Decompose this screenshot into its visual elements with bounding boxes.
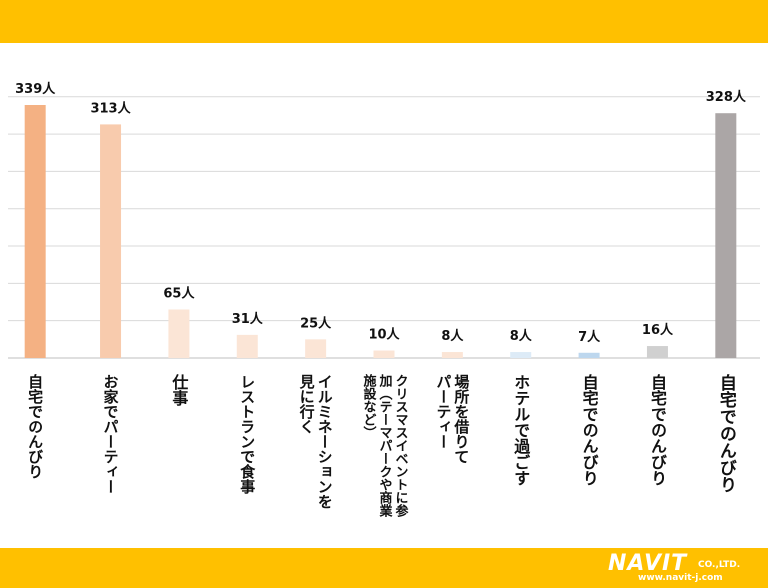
- category-label: 自宅でのんびり: [716, 373, 737, 493]
- value-label: 328人: [706, 89, 747, 105]
- value-label: 31人: [232, 311, 264, 327]
- bar: [168, 309, 190, 358]
- bar: [236, 334, 258, 358]
- bar: [715, 113, 737, 358]
- category-label: レストランで食事: [238, 374, 256, 495]
- logo-url-text: www.navit-j.com: [638, 573, 723, 583]
- category-label: パーティー: [434, 374, 452, 449]
- value-label: 339人: [15, 81, 56, 97]
- value-label: 10人: [368, 327, 400, 343]
- category-label: 自宅でのんびり: [26, 373, 44, 479]
- category-label: 見に行く: [298, 374, 316, 434]
- navit-logo: NAVIT CO.,LTD. www.navit-j.com: [608, 551, 758, 585]
- logo-main-text: NAVIT: [608, 551, 688, 576]
- category-label: 自宅でのんびり: [648, 373, 667, 486]
- category-label: お家でパーティー: [102, 374, 120, 494]
- top-banner: [0, 0, 768, 43]
- category-label: 施設など）: [361, 373, 378, 439]
- bar: [578, 352, 600, 358]
- logo-suffix-text: CO.,LTD.: [698, 560, 741, 570]
- bar: [305, 339, 327, 358]
- category-label: 自宅でのんびり: [580, 373, 599, 486]
- value-label: 8人: [510, 328, 533, 344]
- value-label: 65人: [163, 285, 195, 301]
- bar: [510, 352, 532, 358]
- category-label: 加（テーマパークや商業: [377, 374, 394, 518]
- category-label: ホテルで過ごす: [511, 374, 531, 486]
- bottom-banner: [0, 548, 768, 588]
- category-label: 仕事: [169, 373, 189, 407]
- value-label: 25人: [300, 315, 332, 331]
- bar: [24, 105, 46, 358]
- category-label: イルミネーションを: [316, 374, 334, 509]
- value-label: 16人: [642, 322, 674, 338]
- bar: [373, 350, 395, 358]
- value-label: 313人: [90, 100, 131, 116]
- value-label: 8人: [441, 328, 464, 344]
- category-label: クリスマスイベントに参: [393, 374, 409, 518]
- bar: [100, 124, 122, 358]
- value-label: 7人: [578, 329, 601, 345]
- category-label: 場所を借りて: [452, 374, 470, 464]
- bar: [441, 352, 463, 358]
- bar: [646, 346, 668, 358]
